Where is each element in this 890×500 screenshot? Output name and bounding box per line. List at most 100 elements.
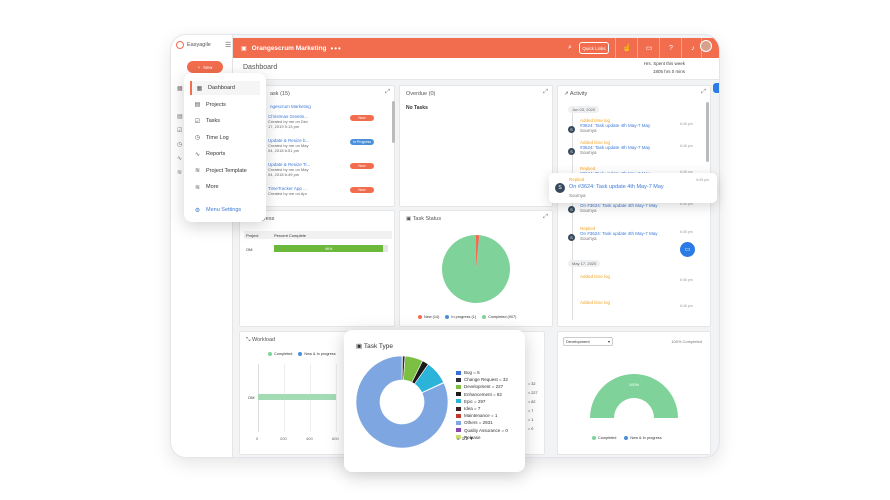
menu-item-projects[interactable]: ▤ Projects [190,98,260,112]
legend-value: = 82 [528,400,536,404]
overdue-title: Overdue (0) [406,91,436,97]
quick-links-button[interactable]: Quick Links [579,42,609,54]
legend-swatch [456,420,461,425]
activity-link[interactable]: #3624: Task update 4th May-7 May [580,145,651,150]
task-type-legend-item[interactable]: Maintenance = 1 [456,413,497,418]
task-date: 04, 2018 6:49 pm [268,172,300,177]
hamburger-icon[interactable]: ☰ [225,42,232,49]
activity-time: 6:46 pm [680,304,693,308]
menu-item-dashboard[interactable]: ▦ Dashboard [190,81,260,95]
hours-value: 1805 hrs 0 mins [652,69,685,74]
nav-chart-icon[interactable]: ∿ [177,156,183,162]
task-type-legend-item[interactable]: Others = 2931 [456,420,493,425]
task-type-legend-item[interactable]: Change Request = 32 [456,377,508,382]
menu-item-more[interactable]: ≋ More [190,180,260,194]
expand-icon[interactable]: ⤢ [543,89,548,95]
divider [615,38,616,58]
new-button[interactable]: + New [187,61,223,73]
activity-item[interactable]: Added time log #3624: Task update 4th May… [568,140,708,155]
task-type-legend-item[interactable]: Epic = 297 [456,399,485,404]
task-status-title-text: Task Status [412,216,442,222]
task-type-legend-item[interactable]: Enhancement = 82 [456,392,502,397]
progress-percent: 96% [325,246,333,251]
activity-user: Soumya [580,208,597,213]
pager-prev-icon[interactable]: ▲ [456,436,461,441]
activity-item[interactable]: Added time log 6:46 pm [580,300,708,308]
layers-icon: ≋ [194,168,201,174]
menu-item-reports[interactable]: ∿ Reports [190,147,260,161]
legend-label: Epic = 297 [464,398,486,404]
legend-item: Completed [592,436,616,440]
donut-slice[interactable] [355,355,449,449]
menu-item-tasks[interactable]: ☑ Tasks [190,114,260,128]
user-avatar[interactable] [700,40,712,52]
nav-grid-icon[interactable]: ▦ [177,86,183,92]
menu-item-project-template[interactable]: ≋ Project Template [190,164,260,178]
chat-bubble-button[interactable]: ▭ [680,242,695,257]
activity-link[interactable]: On #3624: Task update 4th May-7 May [580,231,658,236]
expand-icon[interactable]: ⤢ [385,89,390,95]
expand-icon[interactable]: ⤢ [543,214,548,220]
pie-slice[interactable] [442,235,510,303]
task-type-legend-item[interactable]: Quality Assurance = 0 [456,428,508,433]
task-type-legend-item[interactable]: Release [456,435,481,440]
grid-line [336,364,337,432]
pointer-icon[interactable]: ☝ [622,45,632,52]
expand-icon[interactable]: ⤢ [701,89,706,95]
development-select[interactable]: Development ▾ [563,337,613,346]
nav-clock-icon[interactable]: ◷ [177,142,183,148]
activity-link[interactable]: #3624: Task update 4th May-7 May [580,123,651,128]
help-icon[interactable]: ? [669,44,673,52]
task-project-name[interactable]: ngescrum Marketing [270,104,311,109]
scrollbar[interactable] [706,102,709,162]
nav-briefcase-icon[interactable]: ▤ [177,114,183,120]
pie-slice[interactable] [476,235,480,269]
project-switcher[interactable]: Orangescrum Marketing [251,44,327,52]
activity-title-text: Activity [569,91,588,97]
legend-pager[interactable]: ▲ 1/2 ▼ [456,436,474,441]
menu-item-time-log[interactable]: ◷ Time Log [190,131,260,145]
task-row[interactable]: Christmas Greetin... Created by me on Dec… [262,114,388,138]
chat-icon[interactable]: ▭ [645,45,653,52]
task-row[interactable]: TimeTracker App ... Created by me on Apr N… [262,186,388,210]
task-created: Created by me on Dec [268,119,309,124]
task-type-legend-item[interactable]: Development = 227 [456,384,503,389]
activity-link[interactable]: On #3624: Task update 4th May-7 May [580,203,658,208]
task-row[interactable]: Update & Resize b... Created by me on May… [262,138,388,162]
search-icon[interactable]: ⌕ [568,44,572,51]
task-type-legend-item[interactable]: Idea = 7 [456,406,480,411]
legend-item: New (14) [418,315,439,319]
side-tab[interactable] [713,83,719,93]
task-name[interactable]: Update & Resize Ti... [268,162,311,167]
activity-date-pill: Jun 03, 2020 [568,106,600,113]
scrollbar[interactable] [392,101,395,143]
more-dots-icon[interactable]: ••• [330,43,342,53]
pager-next-icon[interactable]: ▼ [469,436,474,441]
activity-card: ↗ Activity ⤢ Jun 03, 2020 May 17, 2020 A… [557,85,711,327]
task-type-legend-item[interactable]: Bug = 6 [456,370,480,375]
bell-icon[interactable]: ♪ [691,44,695,52]
legend-label: Others = 2931 [464,420,493,426]
nav-checkbox-icon[interactable]: ☑ [177,128,183,134]
menu-settings[interactable]: ⚙ Menu Settings [190,203,260,217]
nav-layers-icon[interactable]: ≋ [177,170,183,176]
task-name[interactable]: Update & Resize b... [268,138,310,143]
legend-swatch [456,377,461,382]
chart-line-icon: ∿ [194,151,201,158]
task-name[interactable]: Christmas Greetin... [268,114,309,119]
menu-settings-label: Menu Settings [206,207,242,213]
activity-popup[interactable]: S Replied On #3624: Task update 4th May-… [549,173,717,203]
activity-time: 6:46 pm [680,122,693,126]
popup-link[interactable]: On #3624: Task update 4th May-7 May [569,184,664,190]
workload-title-text: Workload [251,337,276,343]
activity-item[interactable]: Added time log 6:46 pm [580,274,708,282]
progress-bar-fill: 96% [274,245,384,252]
task-row[interactable]: Update & Resize Ti... Created by me on Ma… [262,162,388,186]
task-name[interactable]: TimeTracker App ... [268,186,307,191]
legend-item: New & In progress [298,352,336,356]
activity-item[interactable]: Added time log #3624: Task update 4th May… [568,118,708,133]
legend-label: New & In progress [304,352,336,356]
pie-slice[interactable] [476,235,480,269]
legend-item: In progress (1) [445,315,476,319]
